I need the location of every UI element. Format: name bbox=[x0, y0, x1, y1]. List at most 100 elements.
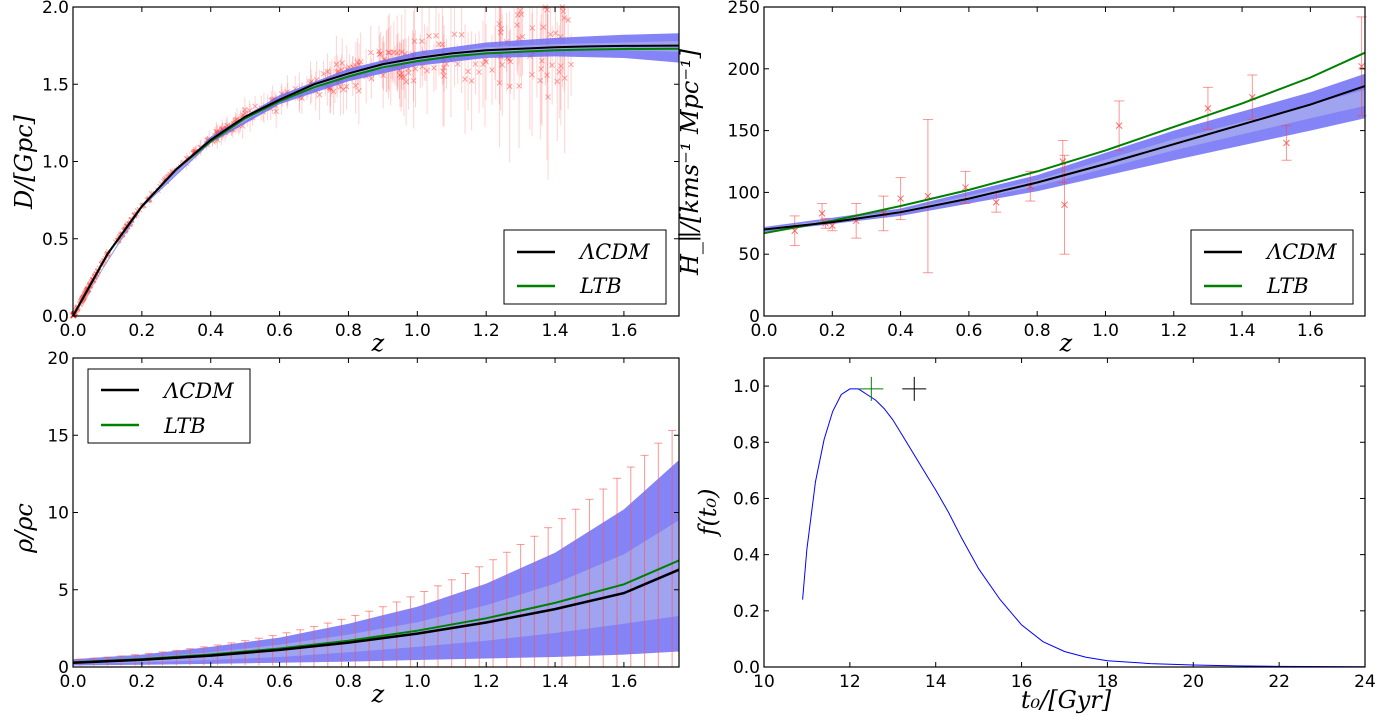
y-tick-label: 0.5 bbox=[42, 230, 69, 250]
x-tick-label: 0.4 bbox=[197, 672, 224, 692]
sn-point bbox=[354, 59, 361, 65]
x-tick-label: 1.2 bbox=[473, 321, 500, 341]
x-tick-label: 10 bbox=[753, 672, 775, 692]
sn-point bbox=[398, 49, 405, 55]
x-tick-label: 0.6 bbox=[266, 321, 293, 341]
sn-point bbox=[480, 61, 486, 68]
data-point bbox=[1115, 122, 1123, 130]
data-point bbox=[828, 222, 836, 230]
x-tick-label: 1.0 bbox=[404, 321, 431, 341]
sn-point bbox=[391, 49, 397, 56]
sn-point bbox=[394, 50, 401, 56]
sn-point bbox=[529, 71, 535, 78]
x-tick-label: 22 bbox=[1268, 672, 1290, 692]
sn-point bbox=[529, 25, 536, 31]
sn-point bbox=[405, 69, 412, 76]
sn-point bbox=[330, 88, 337, 95]
sn-point bbox=[556, 68, 563, 75]
x-tick-label: 0.2 bbox=[128, 672, 155, 692]
sn-point bbox=[241, 107, 248, 113]
sn-point bbox=[507, 58, 514, 65]
axes-frame bbox=[763, 357, 1366, 668]
sn-point bbox=[517, 7, 524, 14]
x-axis-label: t₀/[Gyr] bbox=[1021, 686, 1112, 714]
data-point bbox=[1204, 104, 1212, 112]
sn-point bbox=[424, 67, 430, 74]
sn-point bbox=[554, 78, 561, 85]
sn-point bbox=[440, 68, 446, 75]
x-tick-label: 0.8 bbox=[1024, 321, 1051, 341]
sn-point bbox=[514, 12, 521, 18]
sn-point bbox=[565, 17, 571, 23]
tick-marks: 0.0 0.2 0.4 0.6 0.8 1.0 1.2 1.4 1.6 0 5 10 15 20 bbox=[47, 349, 679, 692]
sn-point bbox=[433, 32, 439, 39]
y-tick-label: 200 bbox=[728, 60, 760, 80]
sn-point bbox=[376, 48, 382, 55]
y-tick-label: 1.0 bbox=[42, 153, 69, 173]
sn-point bbox=[518, 11, 525, 18]
panel-hubble: 0.0 0.2 0.4 0.6 0.8 1.0 1.2 1.4 1.6 0 50 100 150 200 2… bbox=[676, 0, 1367, 357]
x-tick-label: 0.8 bbox=[335, 672, 362, 692]
x-tick-label: 1.4 bbox=[1229, 321, 1256, 341]
x-tick-label: 24 bbox=[1354, 672, 1376, 692]
y-tick-label: 0 bbox=[749, 307, 760, 327]
sn-point bbox=[398, 70, 405, 77]
sn-point bbox=[426, 33, 432, 40]
x-tick-label: 12 bbox=[839, 672, 861, 692]
sn-point bbox=[343, 83, 350, 90]
sn-point bbox=[506, 83, 513, 90]
sn-point bbox=[515, 35, 522, 42]
sn-point bbox=[561, 75, 568, 81]
sn-point bbox=[538, 66, 544, 72]
age-markers bbox=[859, 376, 927, 401]
legend-box bbox=[87, 368, 251, 444]
sn-point bbox=[514, 22, 520, 28]
y-tick-label: 0.6 bbox=[733, 489, 760, 509]
confidence-bands bbox=[73, 460, 679, 666]
x-tick-label: 0.2 bbox=[128, 321, 155, 341]
y-tick-label: 0.0 bbox=[42, 307, 69, 327]
y-axis-label: H_∥/[kms⁻¹ Mpc⁻¹] bbox=[676, 48, 704, 276]
series-line-lcdm bbox=[72, 568, 680, 665]
sn-point bbox=[441, 64, 447, 71]
sn-point bbox=[552, 30, 559, 37]
sn-point bbox=[519, 33, 526, 40]
sn-point bbox=[557, 63, 564, 69]
y-tick-label: 0.2 bbox=[733, 602, 760, 622]
legend-label-lcdm: ΛCDM bbox=[162, 379, 234, 403]
sn-point bbox=[320, 70, 327, 77]
x-tick-label: 1.0 bbox=[1092, 321, 1119, 341]
model-curves bbox=[763, 51, 1366, 235]
sn-point bbox=[544, 72, 550, 78]
y-tick-label: 0 bbox=[58, 658, 69, 678]
sn-point bbox=[376, 51, 383, 58]
sn-point bbox=[385, 49, 392, 56]
data-point bbox=[818, 210, 826, 217]
sn-point bbox=[316, 91, 323, 98]
y-axis-label: f(t₀) bbox=[694, 489, 722, 538]
legend-label-lcdm: ΛCDM bbox=[1265, 240, 1337, 264]
y-tick-label: 1.0 bbox=[733, 377, 760, 397]
sn-point bbox=[497, 29, 504, 36]
sn-point bbox=[476, 69, 482, 75]
sn-point bbox=[568, 61, 574, 68]
sn-point bbox=[411, 38, 418, 45]
x-axis-label: z bbox=[1059, 329, 1073, 357]
sn-point bbox=[545, 94, 551, 100]
x-tick-label: 0.4 bbox=[887, 321, 914, 341]
x-tick-label: 1.2 bbox=[473, 672, 500, 692]
x-tick-label: 14 bbox=[925, 672, 947, 692]
series-line-lcdm bbox=[72, 44, 680, 317]
sn-point bbox=[549, 62, 555, 68]
y-tick-label: 100 bbox=[728, 183, 760, 203]
data-point bbox=[992, 198, 1000, 206]
y-tick-label: 0.8 bbox=[733, 433, 760, 453]
lcdm-age-marker bbox=[902, 376, 927, 401]
sn-point bbox=[439, 41, 446, 48]
y-tick-label: 10 bbox=[47, 504, 69, 524]
sn-point bbox=[441, 73, 447, 79]
sn-point bbox=[561, 15, 568, 21]
sn-point bbox=[560, 8, 566, 15]
sn-point bbox=[496, 21, 503, 27]
